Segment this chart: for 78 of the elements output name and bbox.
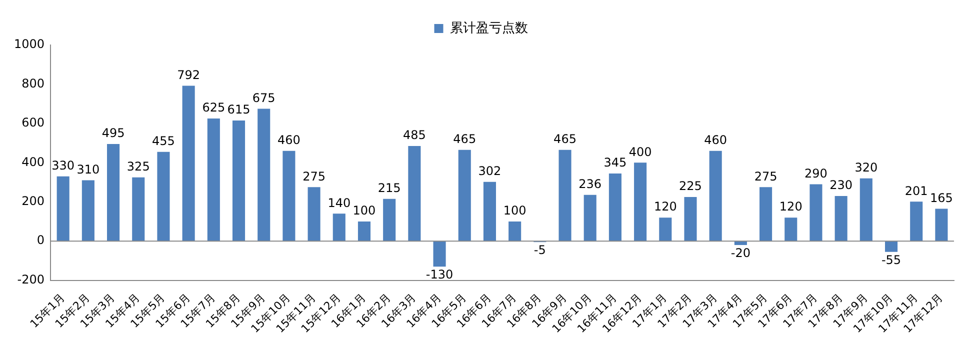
bar [884, 241, 898, 252]
data-label: 100 [352, 204, 376, 218]
bar [709, 150, 722, 242]
bar [684, 196, 697, 242]
data-label: 225 [679, 179, 702, 194]
bar [483, 182, 496, 242]
data-label: 792 [177, 68, 200, 82]
data-label: 625 [202, 100, 226, 115]
y-tick-label: 1000 [14, 37, 45, 52]
data-label: -55 [881, 253, 902, 268]
data-label: 400 [628, 144, 652, 159]
bar [182, 86, 195, 242]
bar [258, 108, 270, 242]
data-label: 140 [328, 196, 351, 210]
bar [308, 187, 320, 242]
y-tick-label: 0 [36, 233, 45, 248]
bar [408, 146, 421, 242]
bar [207, 118, 220, 242]
data-label: 120 [779, 200, 802, 214]
bar [232, 120, 246, 242]
bar [132, 177, 145, 242]
data-label: 302 [478, 164, 502, 178]
bar [56, 176, 70, 242]
bar [608, 173, 622, 242]
data-label: 455 [152, 134, 175, 148]
data-label: 201 [904, 184, 928, 198]
bar [784, 218, 798, 242]
bar [157, 152, 170, 242]
bar [760, 187, 772, 242]
data-label: 485 [402, 128, 426, 142]
bar [910, 202, 923, 242]
y-tick-label: 800 [22, 76, 45, 90]
data-label: 230 [830, 178, 853, 192]
bar [558, 150, 572, 242]
data-label: 215 [378, 181, 401, 196]
data-label: -20 [730, 246, 750, 260]
data-label: 460 [278, 133, 300, 148]
bar [659, 218, 672, 242]
bar [358, 221, 371, 242]
bar [383, 198, 396, 242]
bar [634, 162, 647, 242]
data-label: 465 [453, 132, 476, 146]
y-tick-label: 400 [22, 154, 45, 169]
data-label: 120 [654, 200, 677, 214]
data-label: 465 [554, 132, 576, 146]
bar [433, 241, 446, 267]
bar [508, 221, 522, 242]
y-tick-label: 600 [22, 116, 45, 130]
bar [935, 208, 948, 242]
data-label: 615 [227, 102, 250, 117]
data-label: 495 [102, 126, 125, 140]
y-tick-label: -200 [17, 272, 45, 286]
data-label: 100 [503, 204, 526, 218]
y-tick-label: 200 [22, 194, 45, 208]
bar [458, 150, 471, 242]
bar [107, 144, 120, 242]
data-label: 290 [804, 166, 828, 180]
data-label: 275 [302, 169, 326, 184]
data-label: 275 [754, 169, 778, 184]
data-label: -5 [534, 243, 546, 258]
bar [584, 194, 596, 242]
bar [810, 184, 822, 242]
data-label: 460 [704, 133, 728, 148]
data-label: 325 [126, 159, 150, 174]
data-label: -130 [426, 268, 454, 282]
legend-label: 累计盈亏点数 [450, 20, 528, 36]
bar [332, 214, 346, 242]
data-label: 345 [604, 156, 627, 170]
bar [834, 196, 848, 242]
data-label: 330 [52, 158, 75, 173]
bar [860, 178, 872, 242]
data-label: 675 [252, 90, 276, 105]
bar [82, 180, 94, 242]
data-label: 236 [578, 176, 602, 191]
bar [282, 150, 296, 242]
data-label: 165 [930, 190, 953, 205]
data-label: 310 [76, 162, 100, 176]
data-label: 320 [854, 160, 878, 174]
